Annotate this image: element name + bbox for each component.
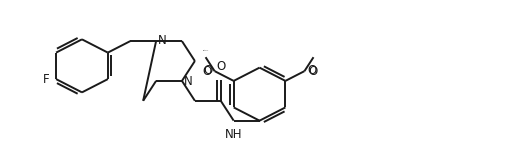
Text: NH: NH	[225, 128, 242, 141]
Text: O: O	[202, 65, 211, 78]
Text: F: F	[43, 73, 50, 86]
Text: O: O	[308, 65, 317, 78]
Text: N: N	[184, 75, 193, 88]
Text: O: O	[307, 64, 316, 77]
Text: O: O	[216, 60, 225, 74]
Text: N: N	[158, 34, 167, 47]
Text: methoxy: methoxy	[202, 50, 209, 51]
Text: O: O	[203, 64, 212, 77]
